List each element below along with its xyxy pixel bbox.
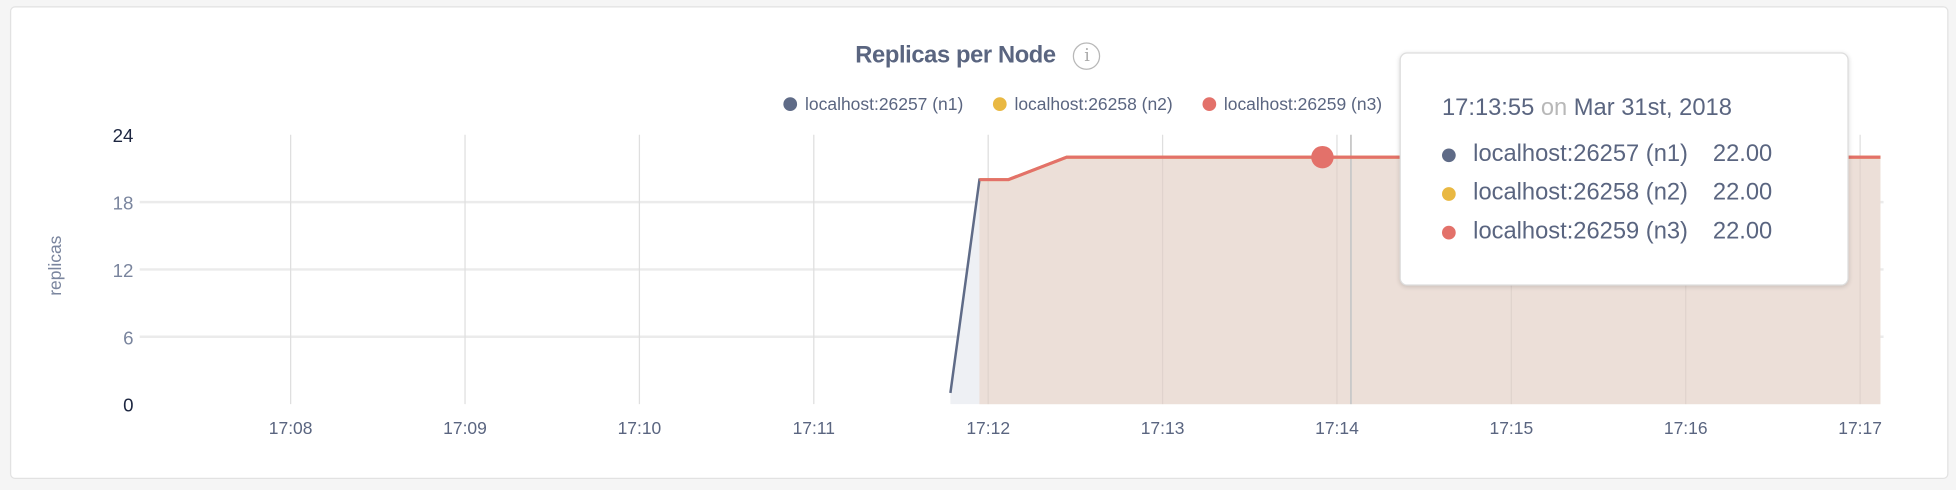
tooltip-row-n3: localhost:26259 (n3) 22.00: [1441, 218, 1773, 245]
legend-dot: [1202, 97, 1217, 112]
info-icon[interactable]: i: [1073, 42, 1101, 70]
chart-title: Replicas per Node: [855, 42, 1056, 69]
series-dot: [1441, 186, 1456, 201]
legend-dot: [783, 97, 798, 112]
legend-item-n2[interactable]: localhost:26258 (n2): [993, 93, 1173, 114]
tooltip-time: 17:13:55: [1441, 94, 1535, 121]
legend-label: localhost:26259 (n3): [1223, 93, 1383, 114]
x-tick-label: 17:08: [269, 418, 313, 438]
x-tick-label: 17:15: [1490, 418, 1534, 438]
tooltip-row-n2: localhost:26258 (n2) 22.00: [1441, 179, 1773, 207]
tooltip-header: 17:13:55 on Mar 31st, 2018: [1442, 95, 1732, 122]
x-tick-label: 17:16: [1664, 418, 1708, 438]
x-tick-label: 17:12: [966, 418, 1010, 438]
tooltip-series-label: localhost:26258 (n2): [1473, 179, 1688, 206]
x-tick-label: 17:10: [618, 418, 662, 438]
legend-item-n3[interactable]: localhost:26259 (n3): [1202, 93, 1383, 114]
legend-dot: [993, 97, 1007, 112]
hover-point: [1311, 145, 1334, 169]
y-tick-label: 18: [113, 193, 134, 214]
tooltip-date: Mar 31st, 2018: [1573, 94, 1732, 121]
y-tick-label: 0: [123, 395, 133, 416]
legend-label: localhost:26257 (n1): [805, 93, 964, 114]
x-tick-label: 17:11: [793, 418, 835, 438]
legend-label: localhost:26258 (n2): [1014, 93, 1173, 114]
x-tick-label: 17:13: [1141, 418, 1185, 438]
tooltip-value: 22.00: [1712, 218, 1773, 245]
tooltip-on: on: [1540, 94, 1568, 121]
y-tick-label: 6: [123, 327, 133, 348]
tooltip-row-n1: localhost:26257 (n1) 22.00: [1441, 140, 1773, 168]
tooltip-series-label: localhost:26257 (n1): [1473, 140, 1688, 168]
series-dot: [1441, 225, 1456, 239]
tooltip-value: 22.00: [1712, 179, 1773, 206]
x-tick-label: 17:09: [443, 418, 487, 438]
series-dot: [1441, 147, 1456, 162]
hover-tooltip: 17:13:55 on Mar 31st, 2018 localhost:262…: [1399, 52, 1849, 286]
legend: localhost:26257 (n1) localhost:26258 (n2…: [783, 93, 1383, 114]
x-tick-label: 17:17: [1838, 418, 1882, 438]
x-tick-label: 17:14: [1315, 418, 1359, 438]
y-tick-label: 24: [113, 125, 134, 146]
tooltip-value: 22.00: [1712, 140, 1773, 168]
y-tick-label: 12: [113, 260, 134, 281]
tooltip-series-label: localhost:26259 (n3): [1473, 218, 1688, 245]
legend-item-n1[interactable]: localhost:26257 (n1): [783, 93, 964, 114]
chart-title-row: Replicas per Node i: [0, 42, 1956, 70]
